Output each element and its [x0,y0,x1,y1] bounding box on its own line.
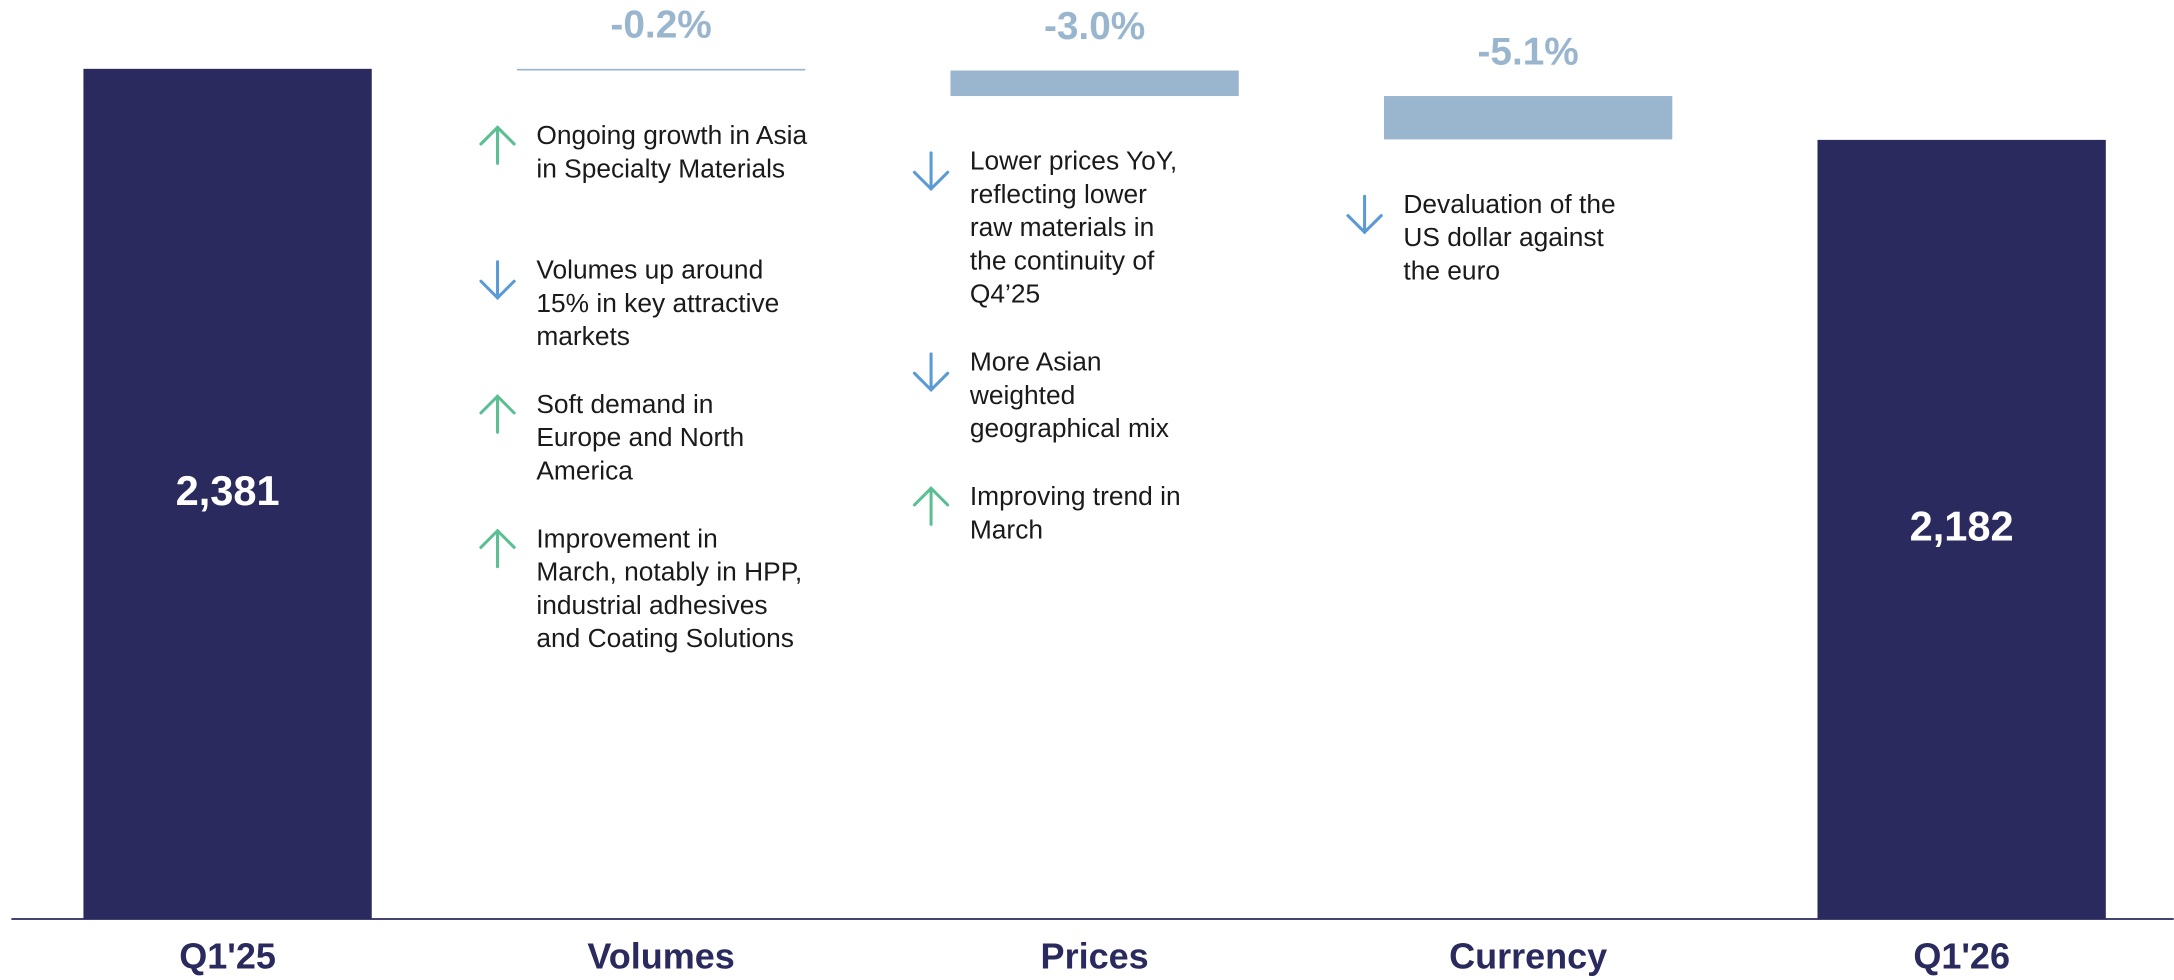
note-text: Lower prices YoY, reflecting lower raw mat… [970,146,1177,309]
change-bar [950,70,1239,97]
arrow-head [912,170,950,192]
arrow-head [912,371,950,393]
arrow-head [912,486,950,507]
arrow-icon [479,125,516,165]
arrow-head [479,279,516,301]
category-label: Currency [1449,936,1607,977]
change-bar [1383,96,1673,140]
value-label: 2,381 [176,467,280,514]
category-label: Q1'25 [179,936,276,977]
note-text: Ongoing growth in Asia in Specialty Mater… [536,120,807,183]
category-label: Prices [1041,936,1149,977]
value-label: -3.0% [1044,5,1145,48]
arrow-icon [479,260,516,301]
note-text: Soft demand in Europe and North America [536,389,744,486]
arrow-icon [912,151,950,192]
arrow-head [479,528,516,549]
value-label: 2,182 [1910,502,2014,549]
total-bar [1817,139,2106,920]
value-label: -0.2% [610,3,711,46]
note-text: Devaluation of the US dollar against the e… [1403,189,1615,286]
arrow-icon [1346,194,1383,235]
arrow-head [479,394,516,415]
note-text: Volumes up around 15% in key attractive ma… [536,254,779,351]
note-text: More Asian weighted geographical mix [969,347,1169,444]
arrow-head [1346,214,1383,235]
category-label: Q1'26 [1913,936,2010,977]
arrow-icon [912,486,950,526]
arrow-icon [479,528,516,569]
arrow-head [479,125,516,146]
total-bar [83,68,372,920]
change-bar [516,68,806,71]
arrow-icon [912,352,950,393]
value-label: -5.1% [1477,31,1578,74]
category-label: Volumes [587,936,734,977]
arrow-icon [479,394,516,434]
note-text: Improving trend in March [970,481,1181,544]
note-text: Improvement in March, notably in HPP, indu… [536,523,802,653]
